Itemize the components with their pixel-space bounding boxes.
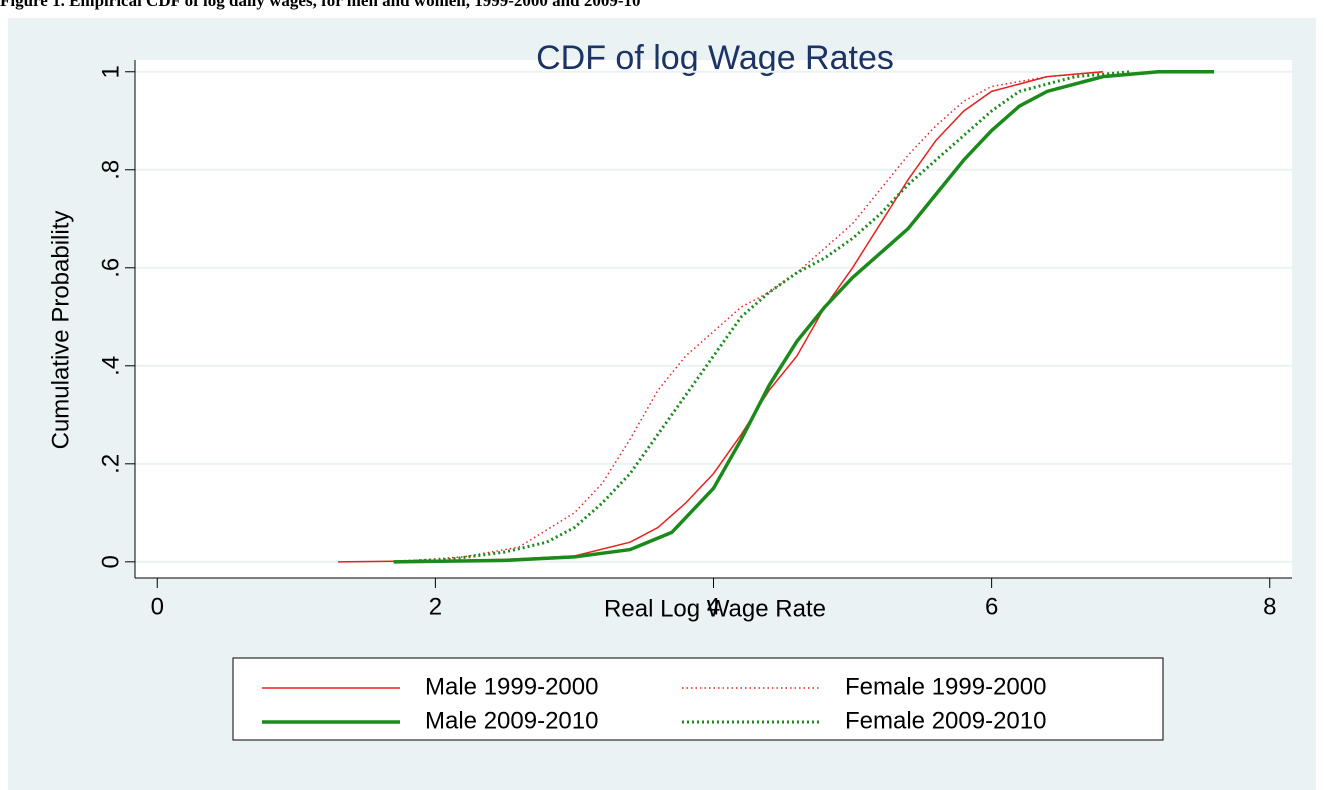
y-tick-label: .4: [97, 356, 124, 376]
legend-label: Female 1999-2000: [845, 673, 1046, 700]
y-tick-label: .2: [97, 454, 124, 474]
x-tick-label: 8: [1263, 593, 1276, 620]
cdf-line: [338, 71, 1103, 563]
y-tick-label: .8: [97, 160, 124, 180]
legend-label: Male 2009-2010: [425, 707, 598, 734]
legend-label: Male 1999-2000: [425, 673, 598, 700]
y-tick-label: 1: [97, 65, 124, 78]
caption: Figure 1. Empirical CDF of log daily wag…: [0, 0, 640, 10]
plot-region: [135, 60, 1292, 578]
y-axis-label: Cumulative Probability: [47, 211, 74, 450]
x-tick-label: 2: [429, 593, 442, 620]
y-tick-label: 0: [97, 555, 124, 568]
legend-label: Female 2009-2010: [845, 707, 1046, 734]
legend: [232, 657, 1164, 741]
cdf-line: [393, 71, 1103, 563]
x-tick-label: 4: [707, 593, 720, 620]
chart-title: CDF of log Wage Rates: [536, 39, 894, 77]
x-tick-label: 6: [985, 593, 998, 620]
x-tick-label: 0: [151, 593, 164, 620]
cdf-line: [393, 70, 1215, 564]
y-tick-label: .6: [97, 258, 124, 278]
cdf-line: [393, 70, 1131, 564]
x-axis-label: Real Log Wage Rate: [604, 595, 826, 622]
